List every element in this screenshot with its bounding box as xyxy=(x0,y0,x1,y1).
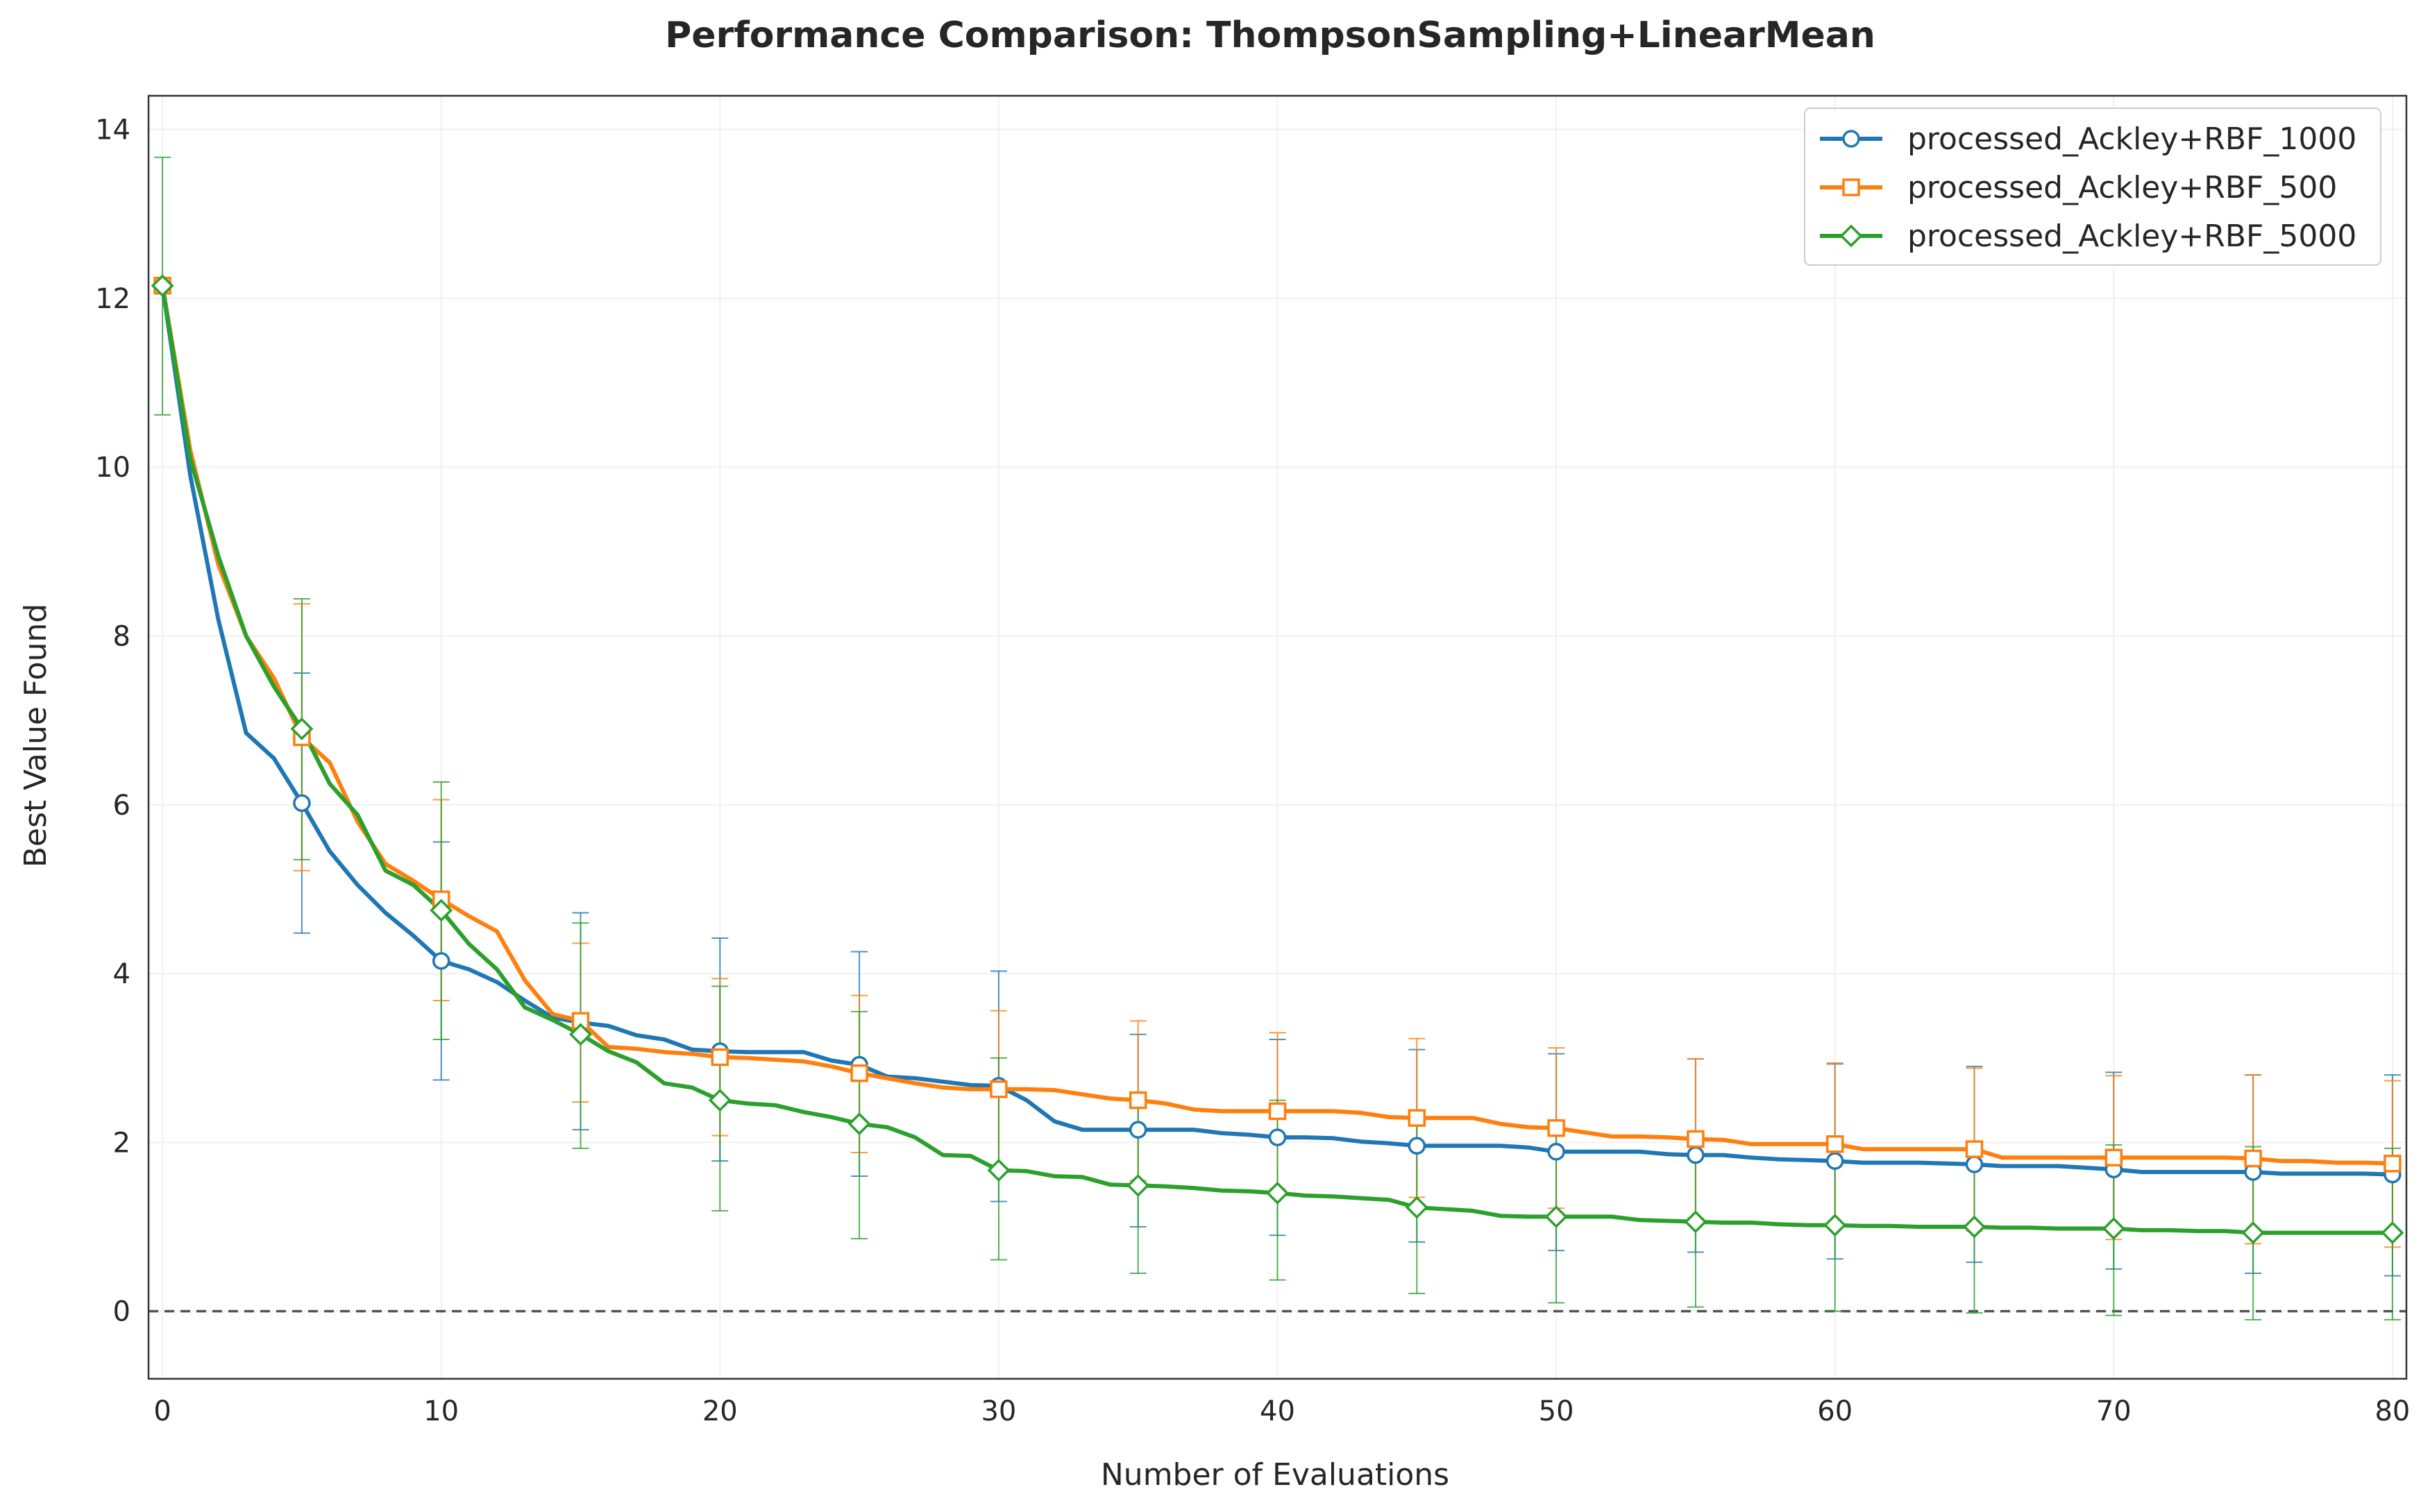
data-point-2 xyxy=(569,1023,592,1046)
y-tick-label: 8 xyxy=(113,621,130,653)
legend-marker-0 xyxy=(1842,130,1860,148)
legend-label-2: processed_Ackley+RBF_5000 xyxy=(1907,219,2356,254)
legend-box xyxy=(1804,108,2381,266)
data-point-2 xyxy=(430,899,453,922)
x-axis-ticks: 0 10 20 30 40 50 60 70 80 xyxy=(153,1395,2410,1427)
x-tick-label: 60 xyxy=(1817,1395,1853,1427)
data-point-2 xyxy=(290,717,314,740)
data-point-1 xyxy=(850,1064,868,1082)
x-tick-label: 80 xyxy=(2374,1395,2410,1427)
x-tick-label: 40 xyxy=(1260,1395,1295,1427)
data-point-2 xyxy=(708,1089,732,1112)
data-point-1 xyxy=(1547,1119,1565,1137)
x-tick-label: 70 xyxy=(2096,1395,2132,1427)
data-point-2 xyxy=(1544,1205,1568,1228)
y-axis-label: Best Value Found xyxy=(18,604,53,868)
y-tick-label: 10 xyxy=(95,452,130,484)
data-point-2 xyxy=(847,1112,871,1136)
series-markers xyxy=(151,274,2404,1245)
x-tick-label: 30 xyxy=(981,1395,1016,1427)
plot-area-frame xyxy=(147,94,2408,1380)
data-point-2 xyxy=(1684,1210,1707,1234)
data-point-0 xyxy=(1129,1121,1147,1139)
data-point-2 xyxy=(1405,1196,1428,1219)
y-tick-label: 12 xyxy=(95,283,130,315)
data-point-1 xyxy=(2244,1149,2262,1168)
x-tick-label: 10 xyxy=(423,1395,459,1427)
legend: processed_Ackley+RBF_1000 processed_Ackle… xyxy=(1804,108,2381,266)
legend-label-1: processed_Ackley+RBF_500 xyxy=(1907,170,2337,205)
data-point-1 xyxy=(1825,1135,1844,1153)
y-tick-label: 4 xyxy=(113,958,130,990)
data-point-0 xyxy=(1268,1128,1287,1146)
data-point-1 xyxy=(711,1048,729,1067)
chart-title: Performance Comparison: ThompsonSampling… xyxy=(665,15,1875,56)
legend-marker-1 xyxy=(1842,178,1860,196)
data-point-0 xyxy=(1965,1155,1984,1173)
legend-label-0: processed_Ackley+RBF_1000 xyxy=(1907,121,2356,157)
data-point-2 xyxy=(2241,1221,2265,1245)
data-point-0 xyxy=(432,952,450,970)
x-tick-label: 50 xyxy=(1539,1395,1574,1427)
y-tick-label: 14 xyxy=(95,114,130,146)
x-tick-label: 20 xyxy=(702,1395,738,1427)
data-point-0 xyxy=(1825,1152,1844,1170)
data-point-1 xyxy=(1687,1130,1705,1148)
legend-items: processed_Ackley+RBF_1000 processed_Ackle… xyxy=(1820,121,2356,254)
data-point-2 xyxy=(1963,1215,1986,1239)
x-tick-label: 0 xyxy=(153,1395,171,1427)
data-point-0 xyxy=(1408,1137,1426,1155)
data-point-1 xyxy=(990,1080,1008,1098)
data-point-2 xyxy=(987,1159,1011,1182)
y-tick-label: 6 xyxy=(113,790,130,822)
data-point-2 xyxy=(1127,1173,1150,1197)
data-point-1 xyxy=(2383,1155,2402,1173)
data-point-2 xyxy=(1823,1214,1847,1237)
y-tick-label: 0 xyxy=(113,1296,130,1328)
data-point-0 xyxy=(1687,1146,1705,1164)
data-point-1 xyxy=(1129,1091,1147,1110)
data-point-1 xyxy=(2104,1148,2123,1167)
data-point-2 xyxy=(2102,1216,2125,1240)
data-point-2 xyxy=(151,274,174,298)
data-point-1 xyxy=(1965,1140,1984,1158)
y-axis-ticks: 0 2 4 6 8 10 12 14 xyxy=(95,114,130,1328)
x-axis-label: Number of Evaluations xyxy=(1101,1457,1449,1493)
data-point-1 xyxy=(1268,1102,1287,1121)
data-point-0 xyxy=(293,794,311,813)
data-point-2 xyxy=(2381,1221,2404,1245)
y-tick-label: 2 xyxy=(113,1127,130,1159)
data-point-1 xyxy=(1408,1109,1426,1127)
data-point-2 xyxy=(1266,1181,1289,1205)
data-point-0 xyxy=(1547,1143,1565,1161)
legend-marker-2 xyxy=(1839,224,1863,248)
